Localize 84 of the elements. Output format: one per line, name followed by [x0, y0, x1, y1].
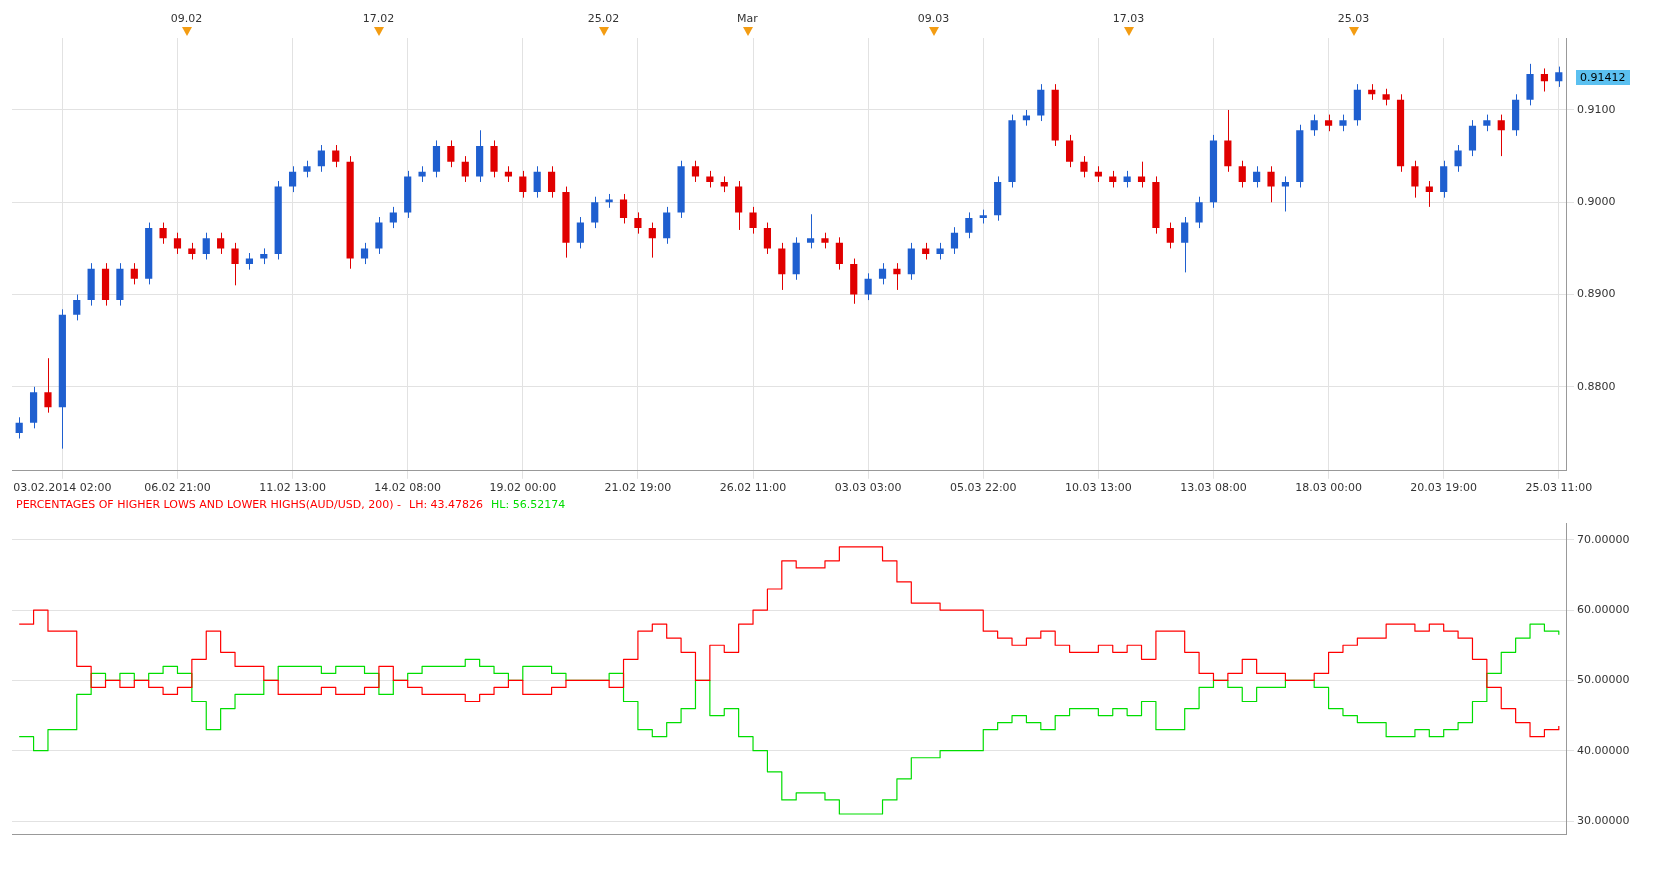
candlestick — [173, 232, 182, 255]
y-tick-label: 0.9000 — [1577, 195, 1616, 209]
candlestick — [231, 242, 239, 286]
candlestick — [1181, 216, 1189, 273]
text: 25.02 — [587, 12, 620, 25]
text: Mar — [737, 12, 758, 25]
candlestick — [1166, 222, 1174, 249]
candlestick — [1281, 175, 1290, 212]
candlestick — [893, 262, 901, 291]
y-tick-label: 50.00000 — [1577, 673, 1630, 687]
candlestick — [1454, 144, 1462, 173]
text: 0.91412 — [1576, 70, 1630, 85]
candlestick — [1195, 196, 1203, 229]
candlestick — [950, 226, 959, 255]
candlestick — [1555, 66, 1563, 88]
x-tick-label: 10.03 13:00 — [1065, 481, 1132, 495]
text: HL: 56.52174 — [491, 498, 566, 511]
candlestick — [749, 206, 757, 235]
y-tick-label: 70.00000 — [1577, 532, 1630, 546]
candlestick — [1080, 155, 1088, 178]
candlestick — [1310, 114, 1318, 137]
x-tick-label: 26.02 11:00 — [719, 481, 787, 495]
candlestick — [461, 155, 469, 183]
y-tick-label: 40.00000 — [1577, 743, 1630, 757]
candlestick — [217, 232, 225, 255]
candlestick — [965, 211, 973, 239]
candlestick — [619, 193, 628, 224]
text: 09.03 — [917, 12, 950, 25]
candlestick — [130, 262, 138, 285]
candlestick — [576, 216, 584, 249]
text: 25.03 — [1337, 12, 1370, 25]
candlestick — [763, 222, 772, 255]
candlestick — [591, 196, 599, 229]
candlestick — [447, 139, 455, 168]
candlestick — [533, 165, 541, 199]
candlestick — [15, 416, 23, 439]
x-tick-label: 11.02 13:00 — [259, 481, 326, 495]
y-tick-label: 0.8800 — [1577, 379, 1616, 393]
candlestick — [73, 294, 81, 321]
candlestick — [159, 222, 167, 245]
candlestick — [288, 165, 297, 193]
x-tick-label: 18.03 00:00 — [1295, 481, 1362, 495]
candlestick — [547, 165, 556, 199]
text: 17.03 — [1112, 12, 1145, 25]
candlestick — [648, 222, 656, 259]
y-tick-label: 0.9100 — [1577, 102, 1616, 116]
candlestick — [317, 144, 325, 173]
candlestick — [806, 213, 815, 249]
candlestick — [519, 170, 527, 199]
x-tick-label: 03.03 03:00 — [834, 481, 902, 495]
candlestick — [332, 144, 340, 168]
text: 09.02 — [170, 12, 203, 25]
candlestick — [864, 272, 872, 301]
candlestick — [360, 242, 369, 265]
text: 17.02 — [362, 12, 395, 25]
candlestick — [878, 262, 887, 285]
candlestick — [1137, 161, 1146, 188]
chart-title: PERCENTAGES OF HIGHER LOWS AND LOWER HIGHS(AUD/USD, 200) - — [16, 498, 401, 511]
y-tick-label: 30.00000 — [1577, 813, 1630, 827]
x-tick-label: 20.03 19:00 — [1410, 481, 1478, 495]
x-tick-label: 19.02 00:00 — [489, 481, 557, 495]
candlestick — [1065, 134, 1074, 168]
candlestick — [634, 211, 642, 235]
candlestick — [389, 206, 397, 229]
y-tick-label: 0.8900 — [1577, 287, 1616, 301]
x-tick-label: 13.03 08:00 — [1180, 481, 1247, 495]
x-tick-label: 25.03 11:00 — [1525, 481, 1593, 495]
candlestick — [1267, 165, 1275, 203]
x-tick-label: 03.02.2014 02:00 — [13, 481, 112, 495]
candlestick — [44, 357, 52, 414]
candlestick — [1238, 160, 1246, 188]
y-tick-label: 60.00000 — [1577, 602, 1630, 616]
candlestick — [1497, 114, 1505, 157]
x-tick-label: 05.03 22:00 — [949, 481, 1017, 495]
candlestick — [1540, 67, 1549, 93]
x-tick-label: 06.02 21:00 — [144, 481, 211, 495]
text: LH: 43.47826 — [409, 498, 484, 511]
candlestick — [835, 236, 843, 271]
candlestick — [691, 160, 700, 183]
candlestick — [1411, 160, 1419, 199]
x-tick-label: 14.02 08:00 — [374, 481, 442, 495]
candlestick — [202, 232, 210, 260]
candlestick — [1253, 165, 1261, 188]
x-tick-label: 21.02 19:00 — [604, 481, 672, 495]
